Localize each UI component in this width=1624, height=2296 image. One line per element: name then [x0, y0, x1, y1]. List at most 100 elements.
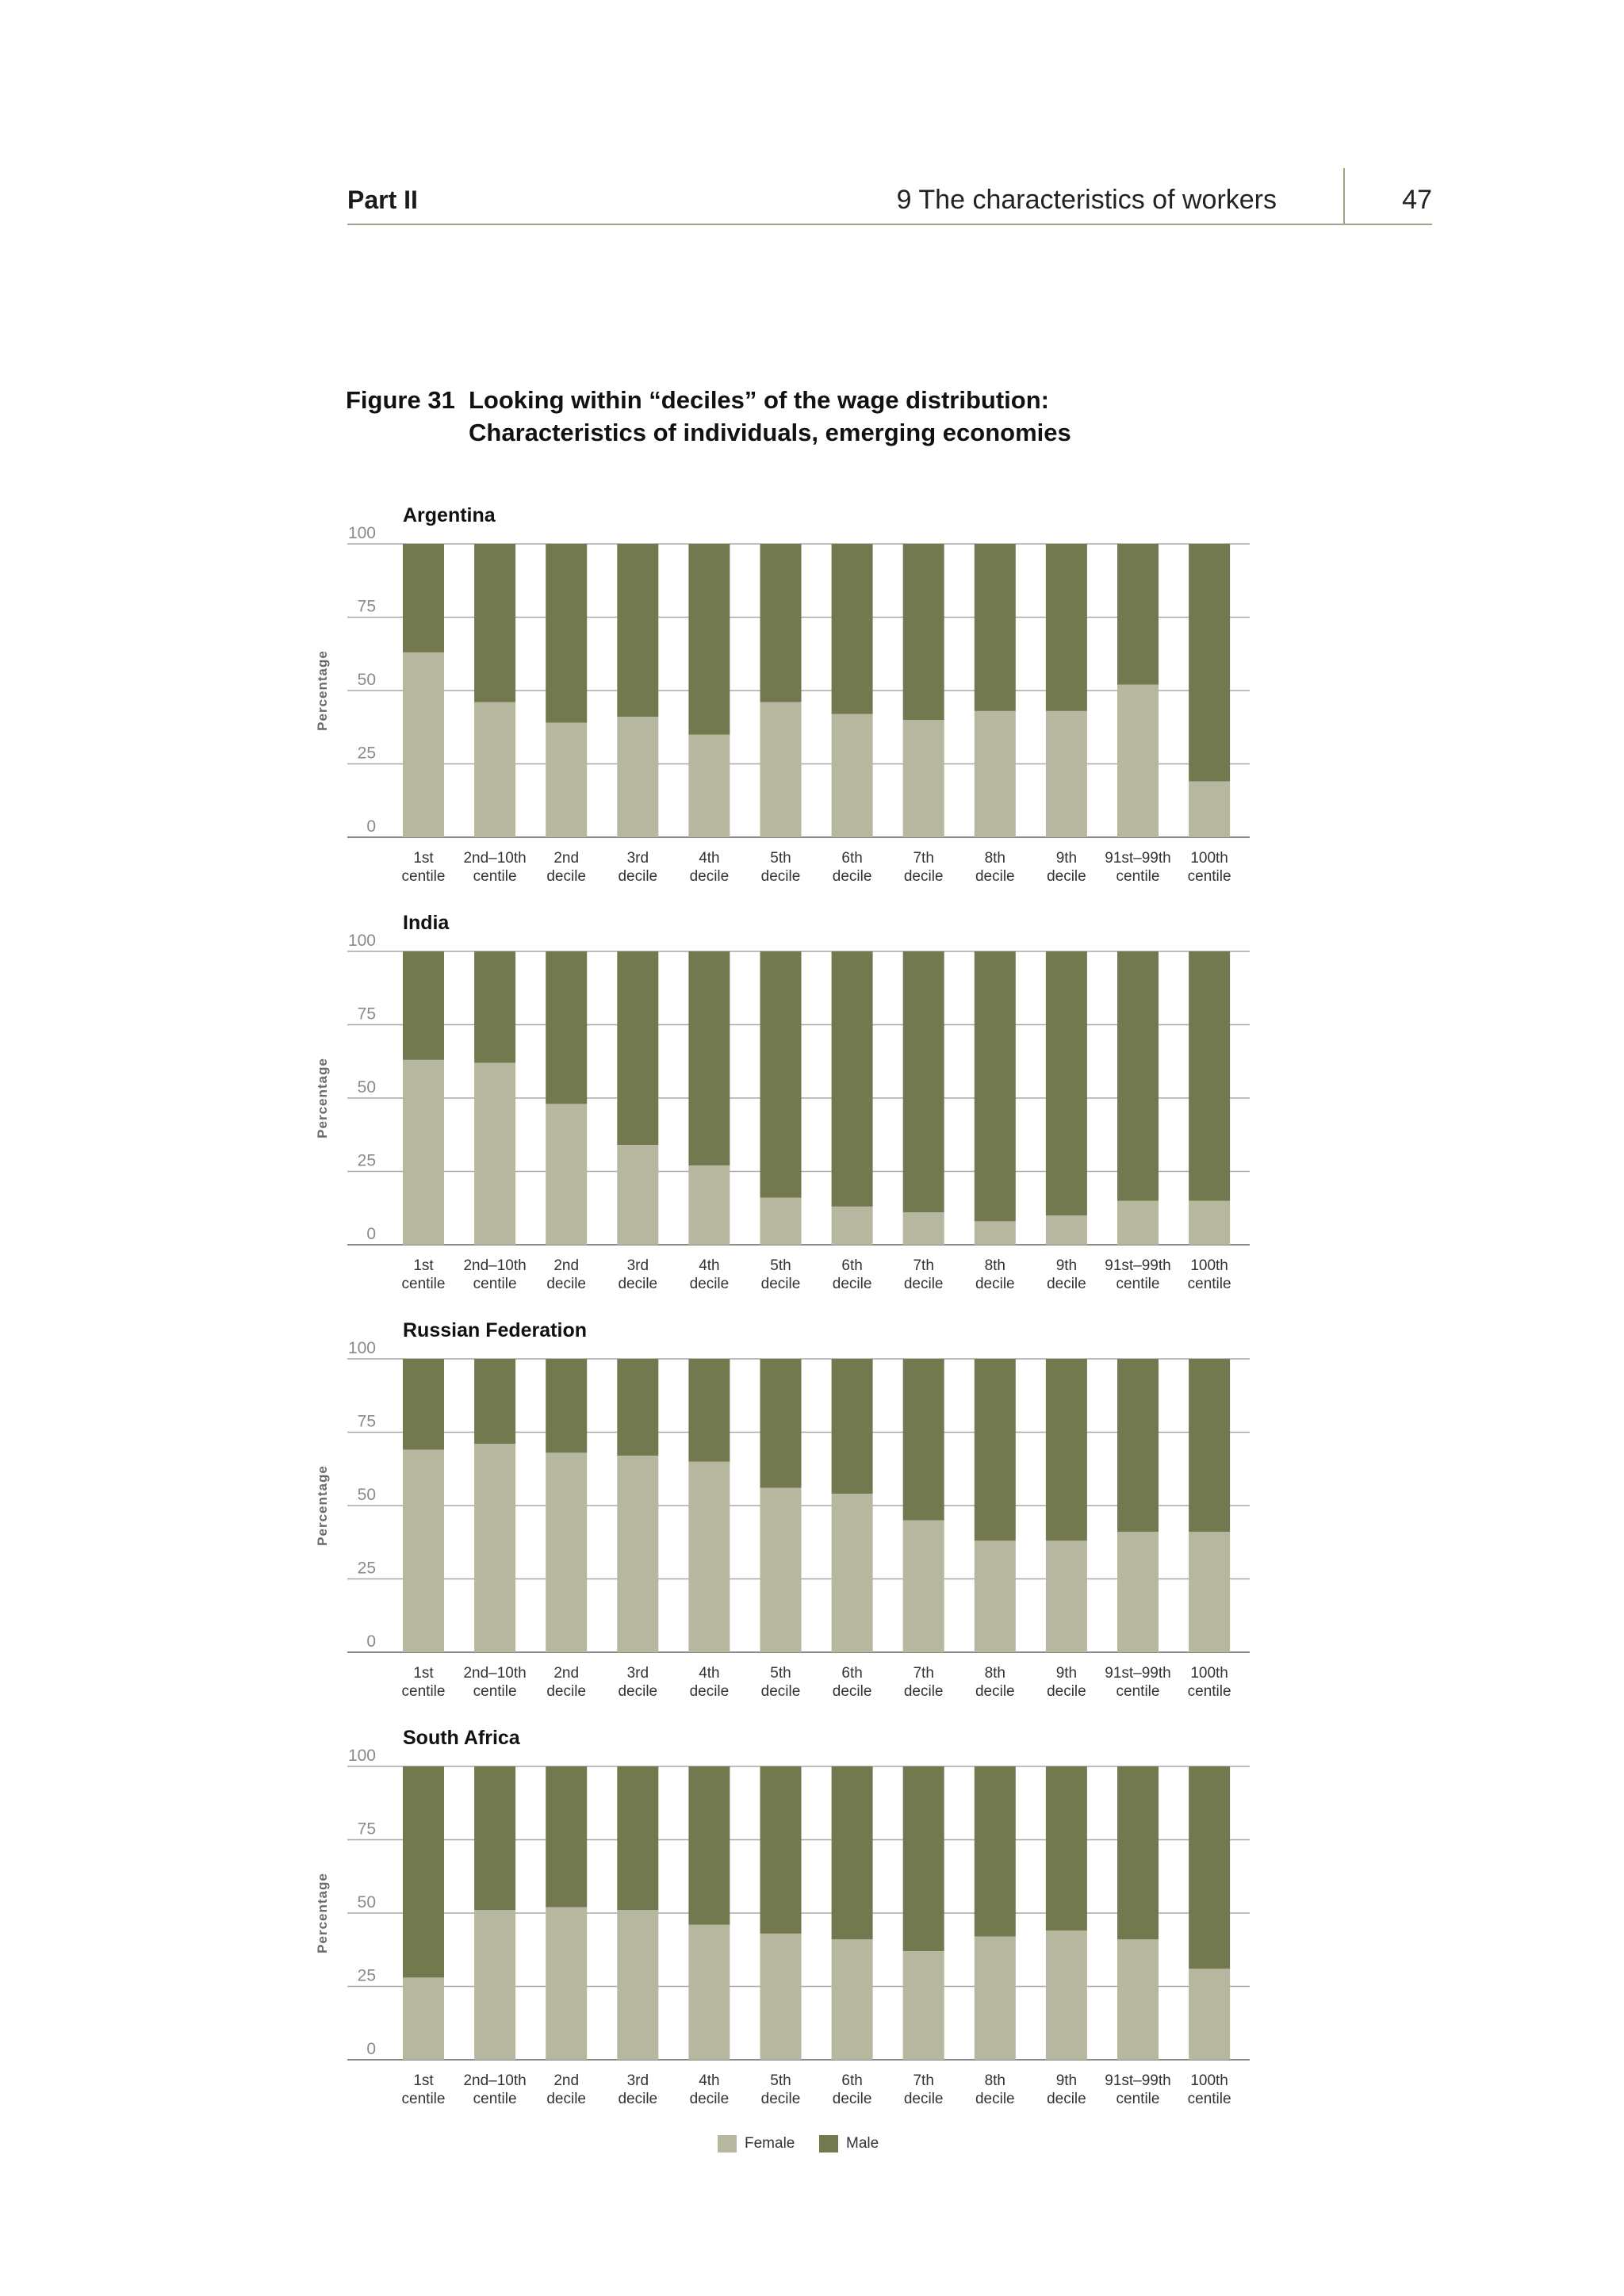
panel-title-argentina: Argentina — [403, 504, 496, 526]
x-tick-label: 8th — [985, 850, 1005, 867]
x-tick-label: 8th — [985, 1665, 1005, 1682]
x-tick-label: centile — [1116, 1683, 1160, 1700]
bar-female-india-4 — [688, 1165, 730, 1245]
bar-female-argentina-1 — [474, 702, 516, 837]
bar-female-india-0 — [403, 1059, 444, 1245]
bar-female-russian-federation-2 — [546, 1452, 588, 1652]
bar-female-south-africa-6 — [831, 1939, 873, 2060]
y-tick-label: 100 — [348, 1339, 376, 1357]
y-tick-label: 0 — [366, 1632, 376, 1651]
x-tick-label: centile — [1116, 868, 1160, 885]
x-tick-label: 2nd–10th — [463, 1257, 526, 1274]
bar-female-argentina-0 — [403, 652, 444, 837]
legend-item-female: Female — [718, 2133, 795, 2155]
x-tick-label: 4th — [699, 850, 719, 867]
x-tick-label: decile — [618, 868, 657, 885]
x-tick-label: 5th — [770, 2072, 791, 2089]
x-tick-label: decile — [833, 1683, 872, 1700]
y-axis-title: Percentage — [315, 1873, 330, 1954]
bar-female-argentina-7 — [902, 720, 944, 837]
x-tick-label: 7th — [913, 1257, 933, 1274]
bar-male-argentina-1 — [474, 544, 516, 702]
bar-female-argentina-2 — [546, 722, 588, 837]
y-axis-title: Percentage — [315, 1465, 330, 1546]
x-tick-label: decile — [975, 1276, 1015, 1292]
bar-female-argentina-6 — [831, 714, 873, 837]
x-tick-label: 4th — [699, 1257, 719, 1274]
y-tick-label: 50 — [358, 671, 376, 689]
x-tick-label: 91st–99th — [1105, 1665, 1170, 1682]
x-tick-label: decile — [833, 868, 872, 885]
x-tick-label: decile — [546, 1276, 586, 1292]
x-tick-label: 2nd — [553, 1257, 579, 1274]
bar-male-argentina-3 — [617, 544, 659, 718]
x-tick-label: decile — [1047, 2091, 1086, 2107]
x-tick-label: centile — [473, 2091, 517, 2107]
x-tick-label: 5th — [770, 1665, 791, 1682]
bar-male-russian-federation-8 — [974, 1359, 1016, 1541]
x-tick-label: 7th — [913, 850, 933, 867]
bar-male-india-6 — [831, 951, 873, 1207]
x-tick-label: centile — [402, 1276, 446, 1292]
bar-female-russian-federation-1 — [474, 1444, 516, 1652]
x-tick-label: 6th — [841, 2072, 862, 2089]
bar-female-argentina-9 — [1045, 710, 1087, 837]
y-tick-label: 0 — [366, 1225, 376, 1243]
y-tick-label: 75 — [358, 598, 376, 616]
bar-female-russian-federation-8 — [974, 1540, 1016, 1652]
x-tick-label: 8th — [985, 1257, 1005, 1274]
x-tick-label: 9th — [1056, 1257, 1077, 1274]
running-header: Part II 9 The characteristics of workers… — [347, 168, 1432, 225]
x-tick-label: 5th — [770, 850, 791, 867]
y-tick-label: 25 — [358, 744, 376, 763]
x-tick-label: 3rd — [627, 1257, 649, 1274]
bar-female-south-africa-4 — [688, 1924, 730, 2060]
bar-male-india-10 — [1117, 951, 1159, 1201]
x-tick-label: decile — [1047, 868, 1086, 885]
x-tick-label: decile — [618, 2091, 657, 2107]
bar-female-india-2 — [546, 1104, 588, 1245]
x-tick-label: decile — [975, 2091, 1015, 2107]
bar-female-south-africa-0 — [403, 1977, 444, 2060]
x-tick-label: decile — [1047, 1276, 1086, 1292]
y-tick-label: 75 — [358, 1820, 376, 1839]
y-tick-label: 25 — [358, 1559, 376, 1578]
bar-female-russian-federation-7 — [902, 1520, 944, 1652]
bar-female-argentina-8 — [974, 710, 1016, 837]
x-tick-label: 4th — [699, 1665, 719, 1682]
y-tick-label: 25 — [358, 1152, 376, 1170]
x-tick-label: decile — [690, 2091, 730, 2107]
figure-title-line-2: Characteristics of individuals, emerging… — [469, 419, 1071, 446]
bar-male-south-africa-6 — [831, 1766, 873, 1940]
bar-female-india-3 — [617, 1145, 659, 1245]
bar-male-argentina-8 — [974, 544, 1016, 711]
bar-female-russian-federation-6 — [831, 1494, 873, 1652]
x-tick-label: centile — [402, 2091, 446, 2107]
x-tick-label: 6th — [841, 1257, 862, 1274]
x-tick-label: centile — [473, 1683, 517, 1700]
bar-male-india-5 — [760, 951, 802, 1198]
bar-male-india-11 — [1189, 951, 1231, 1201]
bar-female-russian-federation-9 — [1045, 1540, 1087, 1652]
y-tick-label: 100 — [348, 524, 376, 542]
bar-female-india-8 — [974, 1221, 1016, 1245]
legend-label-female: Female — [745, 2135, 795, 2152]
bar-female-india-10 — [1117, 1200, 1159, 1245]
x-tick-label: 2nd–10th — [463, 850, 526, 867]
bar-female-russian-federation-3 — [617, 1456, 659, 1652]
x-tick-label: decile — [618, 1276, 657, 1292]
bar-female-south-africa-11 — [1189, 1969, 1231, 2060]
part-label: Part II — [347, 186, 418, 214]
x-tick-label: 91st–99th — [1105, 2072, 1170, 2089]
y-tick-label: 50 — [358, 1486, 376, 1504]
y-tick-label: 0 — [366, 817, 376, 836]
x-tick-label: centile — [1116, 1276, 1160, 1292]
panel-title-russian-federation: Russian Federation — [403, 1319, 587, 1341]
x-tick-label: 4th — [699, 2072, 719, 2089]
bar-male-argentina-4 — [688, 544, 730, 735]
legend-label-male: Male — [846, 2135, 879, 2152]
bar-female-russian-federation-10 — [1117, 1532, 1159, 1652]
legend-swatch-male — [819, 2134, 838, 2152]
page-number: 47 — [1402, 185, 1432, 215]
x-tick-label: 7th — [913, 2072, 933, 2089]
